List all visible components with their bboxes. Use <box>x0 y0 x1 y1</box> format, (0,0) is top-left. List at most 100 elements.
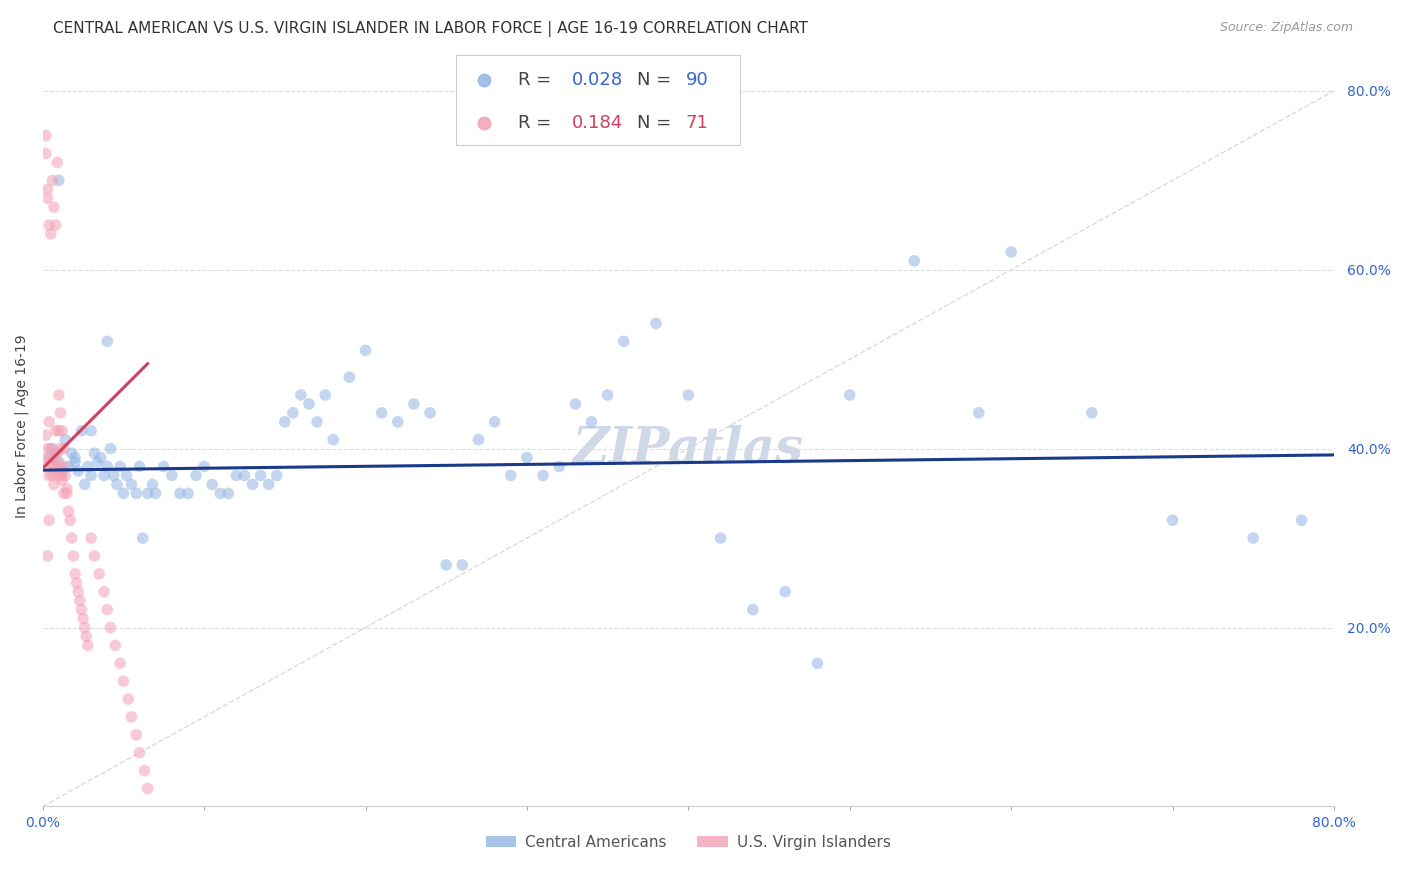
Point <box>63 455 86 469</box>
Point <box>581 415 603 429</box>
Point <box>96 459 118 474</box>
Point <box>100 442 122 456</box>
Point <box>59 513 82 527</box>
Point <box>67 464 90 478</box>
Legend: Central Americans, U.S. Virgin Islanders: Central Americans, U.S. Virgin Islanders <box>479 829 897 855</box>
Text: R =: R = <box>517 113 557 132</box>
Point <box>35 146 58 161</box>
Point <box>564 397 586 411</box>
Point <box>73 477 96 491</box>
Point <box>128 746 150 760</box>
Point <box>531 468 554 483</box>
Point <box>38 468 60 483</box>
Text: CENTRAL AMERICAN VS U.S. VIRGIN ISLANDER IN LABOR FORCE | AGE 16-19 CORRELATION : CENTRAL AMERICAN VS U.S. VIRGIN ISLANDER… <box>53 21 808 37</box>
Point <box>58 459 80 474</box>
Point <box>80 531 103 545</box>
Point <box>402 397 425 411</box>
Point <box>45 446 67 460</box>
Point <box>242 477 264 491</box>
Point <box>73 620 96 634</box>
Point <box>274 415 297 429</box>
Point <box>125 486 148 500</box>
Point <box>60 531 83 545</box>
Point <box>45 218 67 232</box>
Point <box>67 584 90 599</box>
Point <box>645 317 668 331</box>
Text: ZIPatlas: ZIPatlas <box>572 425 804 474</box>
Point <box>108 657 131 671</box>
Point <box>65 575 87 590</box>
Point <box>41 468 63 483</box>
Point <box>80 468 103 483</box>
Point <box>249 468 271 483</box>
Point <box>45 464 67 478</box>
Point <box>105 477 128 491</box>
Point <box>201 477 224 491</box>
Point <box>49 406 72 420</box>
Point <box>290 388 312 402</box>
Point <box>121 710 143 724</box>
Point <box>710 531 733 545</box>
Point <box>37 549 59 563</box>
Point <box>63 566 86 581</box>
Point <box>354 343 377 358</box>
Point <box>112 674 135 689</box>
Point <box>42 477 65 491</box>
Point <box>499 468 522 483</box>
Point <box>596 388 619 402</box>
Point <box>46 155 69 169</box>
Point <box>60 446 83 460</box>
Point <box>51 464 73 478</box>
Point <box>903 253 925 268</box>
Point <box>134 764 156 778</box>
Y-axis label: In Labor Force | Age 16-19: In Labor Force | Age 16-19 <box>15 334 30 518</box>
Point <box>177 486 200 500</box>
Point <box>136 781 159 796</box>
Point <box>41 173 63 187</box>
Point <box>967 406 990 420</box>
Point <box>37 191 59 205</box>
Point <box>48 388 70 402</box>
Point <box>53 433 76 447</box>
Point <box>39 227 62 241</box>
Point <box>467 433 489 447</box>
Point <box>1291 513 1313 527</box>
Point <box>337 370 360 384</box>
Point <box>1241 531 1264 545</box>
Point <box>86 455 108 469</box>
Point <box>419 406 441 420</box>
Point <box>77 459 100 474</box>
Point <box>80 424 103 438</box>
Point <box>233 468 256 483</box>
Point <box>257 477 280 491</box>
Point <box>83 446 105 460</box>
Point <box>152 459 174 474</box>
Point <box>72 611 94 625</box>
Text: N =: N = <box>637 113 676 132</box>
Text: 90: 90 <box>686 71 709 89</box>
Point <box>281 406 304 420</box>
Point <box>90 450 112 465</box>
Point <box>169 486 191 500</box>
Point <box>125 728 148 742</box>
Point <box>39 442 62 456</box>
Point <box>38 513 60 527</box>
Point <box>217 486 239 500</box>
Point <box>51 424 73 438</box>
Point <box>136 486 159 500</box>
Point <box>112 486 135 500</box>
Point <box>70 424 93 438</box>
Point <box>1000 244 1022 259</box>
Point <box>53 468 76 483</box>
Point <box>49 442 72 456</box>
Text: N =: N = <box>637 71 676 89</box>
Point <box>35 128 58 143</box>
Point <box>48 424 70 438</box>
Point <box>35 428 58 442</box>
Point <box>37 182 59 196</box>
Point <box>42 459 65 474</box>
Point <box>46 446 69 460</box>
Point <box>41 450 63 465</box>
Point <box>322 433 344 447</box>
Point <box>52 486 75 500</box>
